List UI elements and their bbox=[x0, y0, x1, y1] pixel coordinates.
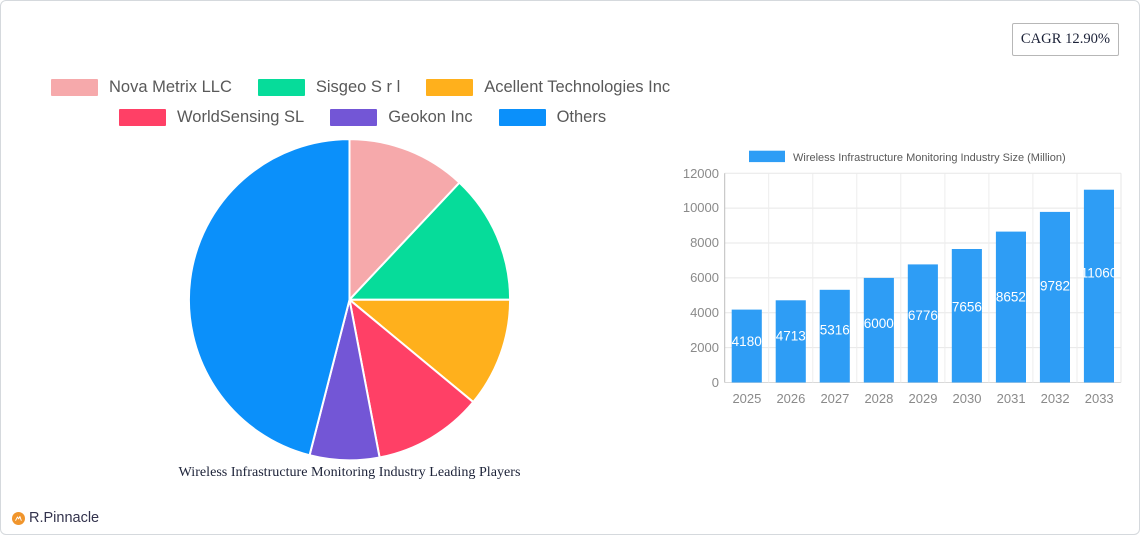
svg-text:2000: 2000 bbox=[690, 340, 719, 355]
svg-text:10000: 10000 bbox=[683, 200, 719, 215]
svg-text:11060: 11060 bbox=[1081, 266, 1118, 281]
svg-text:4180: 4180 bbox=[732, 334, 762, 349]
svg-text:6000: 6000 bbox=[864, 316, 894, 331]
svg-text:2028: 2028 bbox=[864, 391, 893, 406]
svg-text:2030: 2030 bbox=[953, 391, 982, 406]
svg-text:2027: 2027 bbox=[820, 391, 849, 406]
svg-text:2033: 2033 bbox=[1085, 391, 1114, 406]
svg-text:4713: 4713 bbox=[776, 329, 806, 344]
svg-text:5316: 5316 bbox=[820, 323, 850, 338]
svg-text:2029: 2029 bbox=[909, 391, 938, 406]
svg-text:Wireless Infrastructure Monito: Wireless Infrastructure Monitoring Indus… bbox=[793, 152, 1066, 164]
svg-text:6000: 6000 bbox=[690, 270, 719, 285]
svg-text:7656: 7656 bbox=[952, 299, 982, 314]
svg-text:2026: 2026 bbox=[776, 391, 805, 406]
svg-text:9782: 9782 bbox=[1040, 278, 1070, 293]
svg-text:8652: 8652 bbox=[996, 290, 1026, 305]
svg-text:4000: 4000 bbox=[690, 305, 719, 320]
svg-text:2031: 2031 bbox=[997, 391, 1026, 406]
svg-text:0: 0 bbox=[712, 375, 719, 390]
svg-text:2025: 2025 bbox=[732, 391, 761, 406]
svg-text:12000: 12000 bbox=[683, 166, 719, 181]
svg-text:2032: 2032 bbox=[1041, 391, 1070, 406]
svg-text:6776: 6776 bbox=[908, 308, 938, 323]
svg-text:8000: 8000 bbox=[690, 235, 719, 250]
